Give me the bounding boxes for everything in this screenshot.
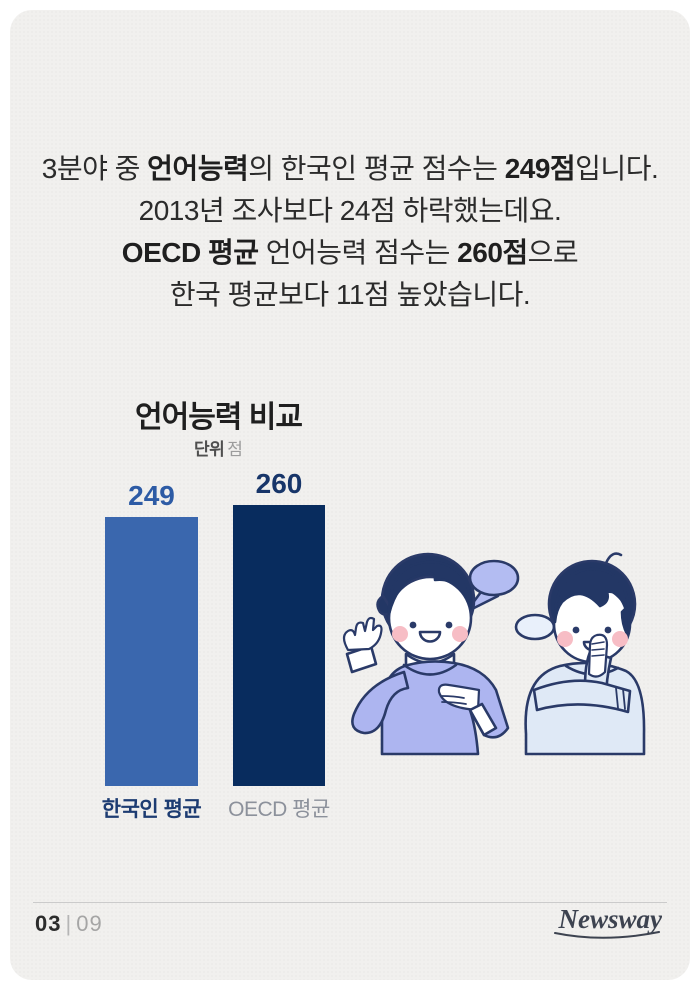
intro-text: 한국 평균보다 11점 높았습니다.: [169, 279, 531, 310]
page-total: 09: [76, 911, 103, 936]
intro-line-1: 3분야 중 언어능력의 한국인 평균 점수는 249점입니다.: [0, 148, 700, 190]
intro-line-3: OECD 평균 언어능력 점수는 260점으로: [0, 232, 700, 274]
chart-unit-value: 점: [227, 440, 243, 459]
person-listening: [514, 552, 646, 756]
chart-unit: 단위 점: [194, 435, 243, 460]
intro-bold-oecd-score: 260점: [457, 237, 528, 268]
chart-title: 언어능력 비교: [135, 401, 303, 434]
bar-group-korea: 249 한국인 평균: [102, 480, 202, 821]
two-people-talking-illustration: [342, 552, 646, 756]
intro-text: 입니다.: [575, 153, 659, 184]
bar-value-korea: 249: [128, 480, 175, 511]
page-indicator: 03 | 09: [35, 911, 103, 937]
footer-divider-line: [33, 902, 667, 903]
intro-text: 의 한국인 평균 점수는: [248, 153, 505, 184]
bar-label-oecd: OECD 평균: [228, 798, 330, 821]
newsway-logo: Newsway: [538, 904, 662, 941]
intro-text: 2013년 조사보다 24점 하락했는데요.: [138, 195, 562, 226]
speech-bubble-icon: [464, 559, 520, 614]
chart-unit-label: 단위: [194, 440, 225, 459]
bar-korea: [105, 517, 198, 786]
person-speaking: [342, 552, 520, 756]
page-current: 03: [35, 911, 62, 936]
newsway-logo-text: Newsway: [558, 904, 663, 934]
bar-value-oecd: 260: [255, 468, 303, 499]
intro-bold-subject: 언어능력: [147, 153, 249, 184]
card-background: [10, 10, 690, 980]
intro-text: 으로: [527, 237, 579, 268]
bar-oecd: [233, 505, 325, 786]
intro-paragraph: 3분야 중 언어능력의 한국인 평균 점수는 249점입니다. 2013년 조사…: [0, 148, 700, 316]
intro-text: 3분야 중: [41, 153, 148, 184]
intro-bold-korea-score: 249점: [504, 153, 576, 184]
intro-line-4: 한국 평균보다 11점 높았습니다.: [0, 274, 700, 316]
intro-text: 언어능력 점수는: [258, 237, 458, 268]
newsway-logo-swoosh-icon: [554, 931, 660, 939]
intro-line-2: 2013년 조사보다 24점 하락했는데요.: [0, 190, 700, 232]
bar-group-oecd: 260 OECD 평균: [228, 468, 330, 821]
page-divider: |: [65, 911, 73, 936]
bar-label-korea: 한국인 평균: [101, 798, 202, 821]
intro-bold-oecd: OECD 평균: [121, 237, 259, 268]
